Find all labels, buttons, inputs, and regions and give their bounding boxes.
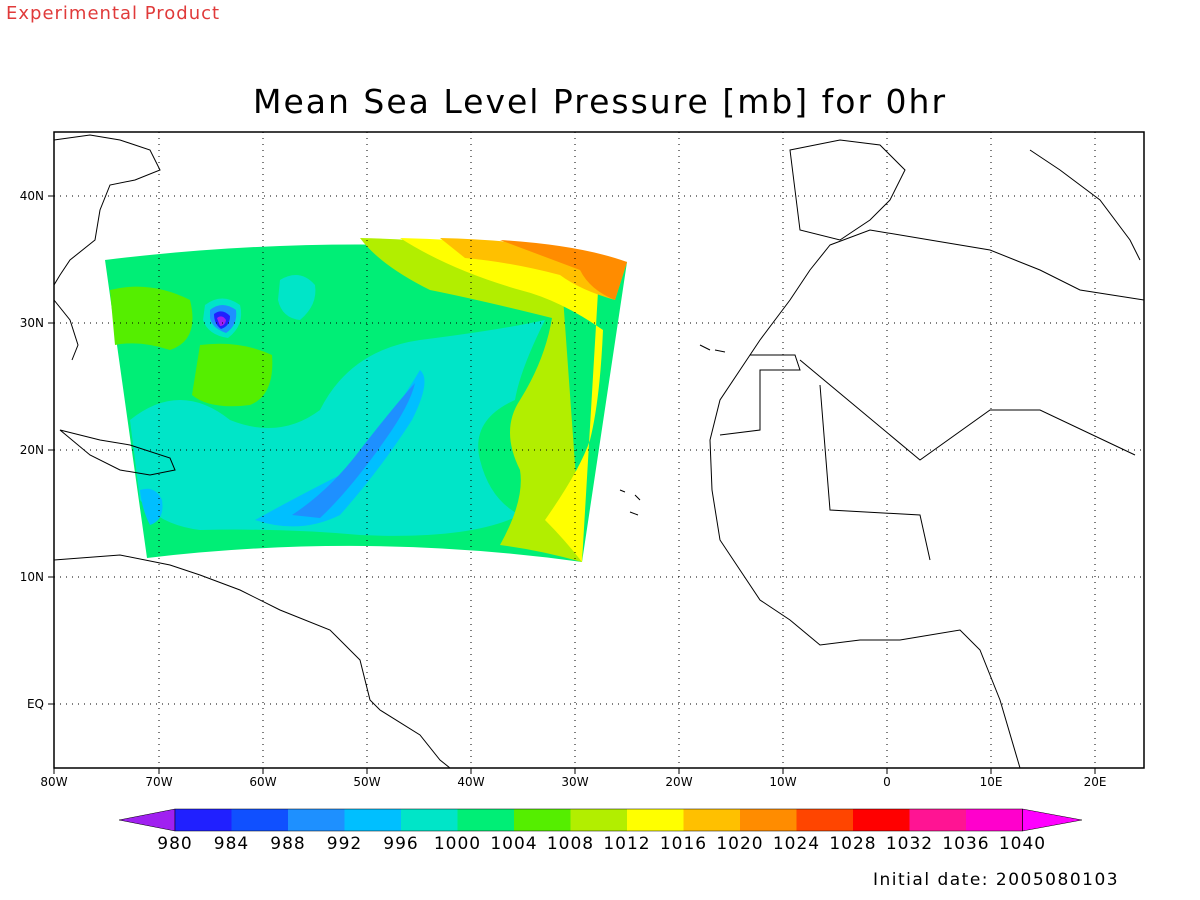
lon-tick-label-70w: 70W (145, 775, 173, 789)
lon-tick-label-10e: 10E (979, 775, 1003, 789)
colorbar-label-988: 988 (270, 834, 306, 854)
colorbar-segment-13 (853, 809, 910, 831)
lon-tick-label-20e: 20E (1083, 775, 1107, 789)
field-low-center (217, 316, 226, 326)
canary-islands (699, 344, 726, 353)
colorbar-segment-8 (570, 809, 627, 831)
colorbar-label-1016: 1016 (659, 834, 708, 854)
colorbar-label-1020: 1020 (716, 834, 764, 854)
lon-tick-label-60w: 60W (249, 775, 277, 789)
lon-tick-label-0: 0 (883, 775, 891, 789)
pressure-field (105, 238, 627, 562)
colorbar-label-1008: 1008 (546, 834, 595, 854)
experimental-product-label: Experimental Product (6, 3, 221, 24)
colorbar-segment-14 (909, 809, 966, 831)
africa-border-1 (719, 354, 801, 436)
colorbar-low-arrow (118, 808, 176, 832)
africa-coast (709, 229, 1144, 768)
lat-tick-label-eq: EQ (26, 697, 44, 711)
colorbar-segment-7 (514, 809, 571, 831)
field-yellowgreen-band (360, 238, 582, 562)
map-title: Mean Sea Level Pressure [mb] for 0hr (252, 82, 948, 121)
colorbar-segment-1 (175, 809, 232, 831)
lon-tick-label-50w: 50W (353, 775, 381, 789)
colorbar-segment-2 (231, 809, 288, 831)
colorbar-label-1024: 1024 (772, 834, 821, 854)
africa-border-3 (819, 384, 931, 561)
colorbar-label-996: 996 (383, 834, 419, 854)
lon-tick-label-10w: 10W (769, 775, 797, 789)
field-cyan-region (130, 320, 545, 536)
cape-verde-islands (619, 489, 641, 516)
initial-date-label: Initial date: (873, 870, 990, 890)
colorbar-label-1004: 1004 (490, 834, 538, 854)
field-cyan-north (278, 275, 316, 320)
tick-marks (48, 195, 1096, 774)
colorbar-segment-10 (683, 809, 740, 831)
lon-tick-label-40w: 40W (457, 775, 485, 789)
initial-date: Initial date: 2005080103 (873, 870, 1119, 890)
iberia-coast (789, 139, 906, 241)
colorbar-label-992: 992 (326, 834, 363, 854)
colorbar-segment-5 (401, 809, 458, 831)
colorbar-label-1032: 1032 (885, 834, 934, 854)
colorbar-high-arrow (1022, 808, 1083, 832)
field-lightgreen-region (110, 286, 193, 350)
colorbar-label-1000: 1000 (433, 834, 482, 854)
colorbar-label-1040: 1040 (998, 834, 1047, 854)
colorbar-segment-3 (288, 809, 345, 831)
colorbar (118, 808, 1083, 832)
colorbar-segment-15 (966, 809, 1023, 831)
colorbar-label-980: 980 (157, 834, 193, 854)
colorbar-label-1012: 1012 (603, 834, 651, 854)
colorbar-segment-9 (627, 809, 684, 831)
colorbar-label-1036: 1036 (942, 834, 990, 854)
caribbean-islands (59, 429, 176, 476)
field-west-blue (140, 488, 163, 525)
lon-tick-label-30w: 30W (561, 775, 589, 789)
south-america-coast (54, 554, 451, 768)
colorbar-label-984: 984 (213, 834, 250, 854)
colorbar-segment-11 (740, 809, 797, 831)
colorbar-label-1028: 1028 (829, 834, 877, 854)
lon-tick-label-20w: 20W (665, 775, 693, 789)
africa-border-2 (799, 359, 1136, 461)
lat-tick-label-40n: 40N (19, 189, 44, 203)
field-lightgreen-blob (192, 343, 273, 407)
colorbar-segment-4 (344, 809, 401, 831)
lon-tick-label-80w: 80W (40, 775, 68, 789)
grid-lines (54, 132, 1144, 768)
initial-date-value: 2005080103 (995, 870, 1120, 890)
lat-tick-label-20n: 20N (19, 443, 44, 457)
colorbar-segment-6 (457, 809, 514, 831)
lat-tick-label-30n: 30N (19, 316, 44, 330)
italy-coast (1029, 149, 1141, 261)
colorbar-segment-12 (796, 809, 853, 831)
north-america-coast (54, 134, 161, 286)
field-darkorange-band (500, 240, 627, 300)
lat-tick-label-10n: 10N (19, 570, 44, 584)
coastlines (54, 134, 1144, 768)
florida-coast (54, 299, 79, 361)
